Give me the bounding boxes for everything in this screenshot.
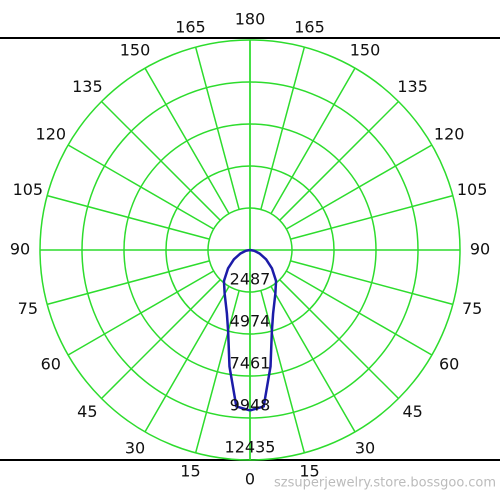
angle-label: 120 <box>434 125 465 144</box>
angle-label: 90 <box>470 240 490 259</box>
ring-grid-line <box>81 81 419 419</box>
angle-label: 90 <box>10 240 30 259</box>
intensity-curve <box>249 248 278 412</box>
angle-label: 120 <box>36 125 67 144</box>
angle-label: 30 <box>355 439 375 458</box>
angle-label: 75 <box>18 299 38 318</box>
watermark: szsuperjewelry.store.bossgoo.com <box>274 476 496 491</box>
ring-label: 12435 <box>225 438 276 457</box>
angle-label: 180 <box>235 10 266 29</box>
angle-label: 15 <box>180 462 200 481</box>
angle-label: 150 <box>120 40 151 59</box>
angle-label: 150 <box>350 40 381 59</box>
angle-label: 60 <box>41 355 61 374</box>
angle-label: 135 <box>397 77 428 96</box>
ring-grid-line <box>39 39 461 461</box>
angle-label: 0 <box>245 470 255 489</box>
angle-label: 135 <box>72 77 103 96</box>
angle-label: 165 <box>175 17 206 36</box>
labels: 0 15 15 30 30 45 45 60 60 75 75 90 90 105 105 120 120 135… <box>10 10 490 489</box>
angle-label: 30 <box>125 439 145 458</box>
angle-label: 15 <box>299 462 319 481</box>
ring-label: 4974 <box>230 312 271 331</box>
curves <box>222 248 278 412</box>
ring-label: 2487 <box>230 270 271 289</box>
angle-label: 105 <box>13 180 44 199</box>
ring-grid-line <box>165 165 335 335</box>
angle-label: 45 <box>402 402 422 421</box>
angle-label: 105 <box>457 180 488 199</box>
angle-label: 45 <box>77 402 97 421</box>
ring-label: 9948 <box>230 396 271 415</box>
ring-label: 7461 <box>230 354 271 373</box>
angle-label: 165 <box>294 17 325 36</box>
ring-grid-line <box>123 123 377 377</box>
angle-label: 60 <box>439 355 459 374</box>
angle-label: 75 <box>462 299 482 318</box>
ring-grid-line <box>207 207 293 293</box>
intensity-curve <box>222 248 251 412</box>
grid <box>39 39 461 461</box>
